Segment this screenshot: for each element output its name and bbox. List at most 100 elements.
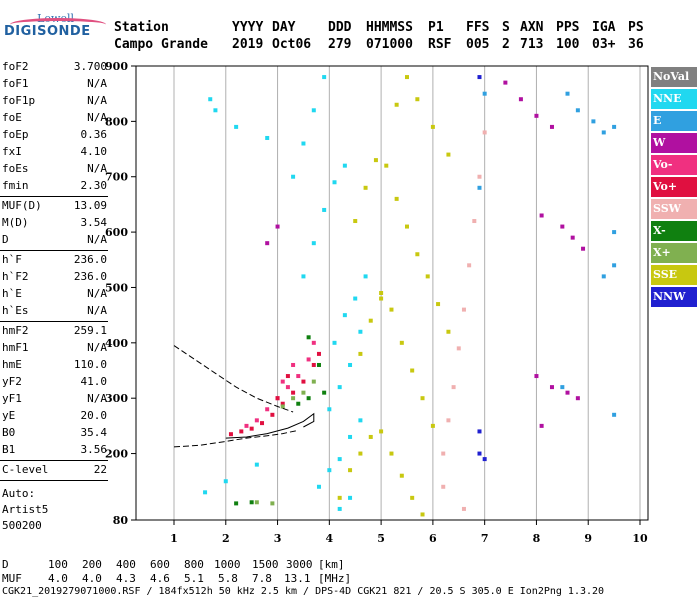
param-row: B0 35.4 bbox=[0, 424, 110, 441]
param-name: foEs bbox=[2, 162, 29, 175]
divider bbox=[0, 250, 108, 251]
series-vo- bbox=[244, 340, 316, 428]
header-label: P1 bbox=[428, 20, 444, 35]
data-point bbox=[405, 224, 409, 229]
logo-digisonde-text: DIGISONDE bbox=[4, 24, 91, 39]
x-tick-label: 5 bbox=[377, 532, 385, 545]
data-point bbox=[311, 340, 316, 345]
param-row: MUF(D) 13.09 bbox=[0, 197, 110, 214]
y-tick-label: 200 bbox=[105, 448, 128, 461]
data-point bbox=[389, 451, 394, 456]
param-row: fxI 4.10 bbox=[0, 143, 110, 160]
d-label: D bbox=[2, 558, 9, 571]
data-point bbox=[539, 213, 544, 218]
data-point bbox=[379, 296, 384, 301]
header-value-axn: 713 bbox=[520, 37, 544, 52]
param-name: h`F bbox=[2, 253, 22, 266]
data-point bbox=[456, 346, 461, 351]
header-label: YYYY bbox=[232, 20, 264, 35]
param-row: hmE 110.0 bbox=[0, 356, 110, 373]
data-point bbox=[327, 468, 332, 473]
data-point bbox=[482, 91, 487, 96]
param-row: foF2 3.700 bbox=[0, 58, 110, 75]
data-point bbox=[441, 484, 446, 489]
data-point bbox=[389, 307, 394, 312]
y-tick-label: 400 bbox=[105, 337, 128, 350]
param-name: h`F2 bbox=[2, 270, 29, 283]
param-row: foE N/A bbox=[0, 109, 110, 126]
data-point bbox=[591, 119, 596, 124]
divider bbox=[0, 480, 108, 481]
data-point bbox=[482, 457, 487, 462]
logo-swoosh bbox=[10, 18, 106, 31]
legend-item-ssw: SSW bbox=[651, 199, 697, 219]
auto-label: Auto: bbox=[2, 487, 36, 500]
data-point bbox=[373, 158, 378, 163]
divider bbox=[0, 321, 108, 322]
header-value-ddd: 279 bbox=[328, 37, 352, 52]
param-row: foF1p N/A bbox=[0, 92, 110, 109]
x-tick-label: 4 bbox=[326, 532, 334, 545]
data-point bbox=[239, 429, 244, 434]
data-point bbox=[337, 457, 342, 462]
param-name: h`E bbox=[2, 287, 22, 300]
auto-artist: Artist5 bbox=[2, 503, 49, 516]
legend-item-vo-: Vo- bbox=[651, 155, 697, 175]
param-row: h`E N/A bbox=[0, 285, 110, 302]
data-point bbox=[348, 495, 353, 500]
header-label: Station bbox=[114, 20, 169, 35]
x-axis-ticks: 1 2 3 4 5 6 7 8 9 10 bbox=[170, 520, 648, 545]
data-point bbox=[565, 390, 570, 395]
data-point bbox=[254, 418, 259, 423]
header-value-p1: RSF bbox=[428, 37, 452, 52]
footer-info: CGK21_2019279071000.RSF / 184fx512h 50 k… bbox=[2, 586, 605, 597]
param-name: B0 bbox=[2, 426, 16, 439]
data-point bbox=[415, 252, 420, 257]
data-point bbox=[560, 224, 565, 229]
data-point bbox=[379, 429, 384, 434]
data-point bbox=[415, 97, 420, 102]
x-tick-label: 7 bbox=[481, 532, 489, 545]
data-point bbox=[249, 500, 254, 505]
y-tick-label: 500 bbox=[105, 281, 128, 294]
data-point bbox=[244, 423, 249, 428]
header-block: Station YYYY DAY DDD HHMMSS P1 FFS S AXN… bbox=[114, 20, 674, 54]
legend-item-vo-: Vo+ bbox=[651, 177, 697, 197]
data-point bbox=[223, 479, 228, 484]
profile-curve-lower bbox=[173, 429, 299, 448]
data-point bbox=[348, 362, 353, 367]
param-row: B1 3.56 bbox=[0, 441, 110, 458]
data-point bbox=[575, 396, 580, 401]
x-tick-label: 6 bbox=[429, 532, 437, 545]
param-name: C-level bbox=[2, 463, 49, 476]
param-name: foF1 bbox=[2, 77, 29, 90]
header-values-row: Campo Grande 2019 Oct06 279 071000 RSF 0… bbox=[114, 37, 674, 54]
param-name: foE bbox=[2, 111, 22, 124]
data-point bbox=[348, 468, 353, 473]
series-x- bbox=[254, 379, 316, 506]
param-value: 35.4 bbox=[80, 426, 108, 439]
data-point bbox=[322, 390, 327, 395]
param-value: 41.0 bbox=[80, 375, 108, 388]
y-tick-label: 900 bbox=[105, 60, 128, 73]
data-point bbox=[301, 379, 306, 384]
param-name: hmF2 bbox=[2, 324, 29, 337]
param-row: foEp 0.36 bbox=[0, 126, 110, 143]
muf-unit: [MHz] bbox=[318, 572, 352, 585]
param-row: hmF1 N/A bbox=[0, 339, 110, 356]
param-row: h`F2 236.0 bbox=[0, 268, 110, 285]
data-point bbox=[316, 484, 321, 489]
y-tick-label: 700 bbox=[105, 171, 128, 184]
data-point bbox=[280, 379, 285, 384]
data-point bbox=[311, 379, 316, 384]
param-name: yE bbox=[2, 409, 16, 422]
data-point bbox=[203, 490, 208, 495]
data-point bbox=[306, 357, 311, 362]
data-point bbox=[353, 296, 358, 301]
param-group-2: MUF(D) 13.09 M(D) 3.54 D N/A bbox=[0, 197, 110, 248]
data-point bbox=[477, 174, 482, 179]
data-point bbox=[301, 141, 306, 146]
header-value-ffs: 005 bbox=[466, 37, 490, 52]
parameter-panel: foF2 3.700 foF1 N/A foF1p N/A foE N/A foEp 0.… bbox=[0, 58, 110, 535]
param-name: h`Es bbox=[2, 304, 29, 317]
